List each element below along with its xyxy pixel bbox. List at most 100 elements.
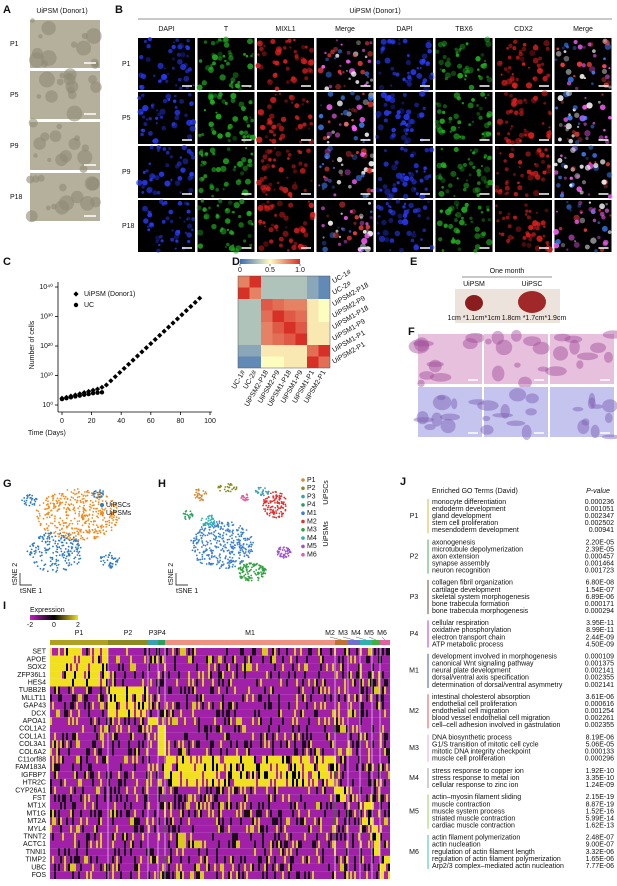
heatmap-cell bbox=[104, 855, 106, 864]
cell-dot bbox=[46, 537, 49, 540]
colony bbox=[47, 157, 52, 163]
heatmap-cell bbox=[146, 786, 148, 795]
heatmap-cell bbox=[96, 694, 98, 702]
cell-dot bbox=[234, 544, 237, 547]
heatmap-cell bbox=[70, 655, 72, 664]
heatmap-cell bbox=[84, 871, 86, 879]
cell bbox=[603, 239, 609, 246]
cell bbox=[410, 69, 417, 76]
cell-dot bbox=[41, 554, 43, 557]
marker bbox=[188, 303, 194, 310]
cell bbox=[326, 140, 330, 144]
heatmap-cell bbox=[144, 840, 146, 849]
cell bbox=[156, 190, 161, 195]
heatmap-cell bbox=[140, 655, 142, 664]
cell-dot bbox=[108, 516, 111, 519]
heatmap-cell bbox=[118, 740, 120, 749]
cell-dot bbox=[46, 512, 49, 515]
heatmap-cell bbox=[136, 825, 138, 833]
heatmap-cell bbox=[62, 786, 64, 795]
cell bbox=[331, 113, 337, 119]
heatmap-cell bbox=[110, 848, 112, 856]
heatmap-cell bbox=[78, 848, 80, 856]
heatmap-cell bbox=[238, 333, 250, 345]
heatmap-cell bbox=[136, 655, 138, 664]
cell bbox=[145, 57, 151, 63]
heatmap-cell bbox=[122, 748, 124, 756]
heatmap-cell bbox=[64, 763, 66, 772]
cell bbox=[563, 117, 569, 122]
cell-dot bbox=[103, 509, 106, 511]
cell bbox=[274, 60, 280, 66]
cell-dot bbox=[64, 503, 67, 506]
cell bbox=[220, 39, 223, 42]
heatmap-cell bbox=[140, 717, 142, 725]
cluster-label: P2 bbox=[124, 630, 133, 637]
heatmap-cell bbox=[102, 817, 104, 826]
cell-dot bbox=[241, 546, 244, 549]
heatmap-cell bbox=[132, 794, 134, 802]
heatmap-cell bbox=[116, 748, 118, 756]
cell bbox=[579, 190, 584, 195]
cell bbox=[402, 218, 409, 226]
cell-dot bbox=[56, 502, 59, 505]
cell bbox=[154, 175, 160, 181]
heatmap-cell bbox=[50, 771, 52, 779]
cell-dot bbox=[37, 510, 40, 513]
heatmap-cell bbox=[80, 871, 82, 879]
cell-dot bbox=[257, 577, 260, 580]
heatmap-cell bbox=[152, 655, 154, 664]
cell bbox=[586, 61, 592, 68]
cell-dot bbox=[112, 509, 115, 511]
heatmap-cell bbox=[118, 771, 120, 779]
heatmap-cell bbox=[110, 771, 112, 779]
tissue bbox=[604, 412, 613, 424]
heatmap-cell bbox=[124, 755, 126, 764]
heatmap-cell bbox=[132, 871, 134, 879]
heatmap-cell bbox=[62, 778, 64, 787]
cell bbox=[390, 209, 396, 216]
cell bbox=[535, 226, 540, 231]
cell-dot bbox=[217, 532, 220, 535]
cell bbox=[546, 133, 551, 139]
cell bbox=[498, 210, 503, 215]
cell-dot bbox=[32, 545, 35, 547]
heatmap-cell bbox=[56, 802, 58, 810]
heatmap-cell bbox=[64, 817, 66, 826]
heatmap-cell bbox=[110, 748, 112, 756]
marker bbox=[86, 391, 91, 397]
cell-dot bbox=[227, 562, 230, 564]
cell bbox=[191, 217, 196, 222]
cell bbox=[149, 173, 156, 180]
cell-dot bbox=[55, 550, 57, 553]
cell bbox=[196, 205, 202, 211]
cell bbox=[148, 117, 152, 121]
heatmap-cell bbox=[120, 740, 122, 749]
tissue bbox=[429, 372, 452, 382]
cell-dot bbox=[81, 524, 84, 527]
heatmap-cell bbox=[138, 678, 140, 687]
cell-dot bbox=[26, 496, 29, 498]
heatmap-cell bbox=[56, 671, 58, 679]
cell bbox=[579, 164, 584, 169]
heatmap-cell bbox=[112, 771, 114, 779]
cell bbox=[470, 220, 474, 224]
heatmap-cell bbox=[56, 740, 58, 749]
cell bbox=[597, 235, 601, 240]
heatmap-cell bbox=[130, 817, 132, 826]
cell-dot bbox=[111, 515, 113, 518]
legend-label: M4 bbox=[307, 535, 317, 542]
cell-dot bbox=[93, 536, 96, 539]
heatmap-cell bbox=[134, 709, 136, 718]
heatmap-cell bbox=[62, 686, 64, 695]
cell bbox=[582, 104, 587, 110]
heatmap-cell bbox=[128, 763, 130, 772]
cell bbox=[266, 118, 272, 124]
heatmap-cell bbox=[128, 701, 130, 710]
heatmap-cell bbox=[150, 755, 152, 764]
cell-dot bbox=[212, 526, 215, 529]
heatmap-cell bbox=[138, 755, 140, 764]
heatmap-cell bbox=[110, 725, 112, 733]
heatmap-cell bbox=[146, 709, 148, 718]
fluorescence-image bbox=[316, 38, 374, 91]
